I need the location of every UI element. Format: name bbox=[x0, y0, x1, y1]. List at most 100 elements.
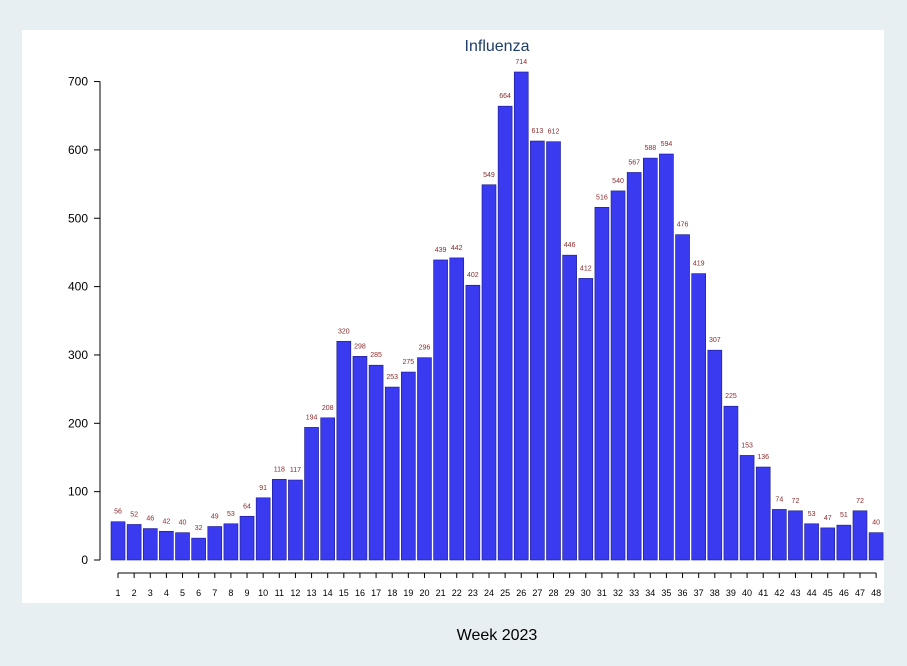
bar-week-17 bbox=[368, 364, 384, 561]
x-axis: 1 2 3 4 5 6 7 8 9 10 11 12 13 14 15 16 17 18 19 20 21 22 23 24 2… bbox=[115, 572, 881, 598]
x-tick-label: 6 bbox=[196, 588, 201, 598]
data-label: 664 bbox=[499, 93, 511, 100]
data-label: 285 bbox=[370, 352, 382, 359]
bar-week-9 bbox=[239, 515, 255, 561]
bar-week-45 bbox=[820, 527, 836, 561]
x-tick-label: 31 bbox=[597, 588, 607, 598]
bar-week-25 bbox=[497, 105, 513, 561]
bar-week-22 bbox=[449, 257, 465, 561]
bar-week-13 bbox=[304, 427, 319, 561]
data-label: 49 bbox=[211, 514, 219, 521]
data-label: 588 bbox=[644, 145, 656, 152]
chart-title: Influenza bbox=[465, 38, 530, 55]
x-tick-label: 38 bbox=[710, 588, 720, 598]
bar-week-18 bbox=[384, 386, 400, 561]
x-tick-label: 13 bbox=[307, 588, 317, 598]
bar-week-43 bbox=[788, 510, 803, 561]
x-tick-label: 12 bbox=[290, 588, 300, 598]
x-tick-label: 21 bbox=[436, 588, 446, 598]
y-tick-label: 400 bbox=[68, 280, 88, 294]
data-label: 714 bbox=[515, 59, 527, 66]
y-tick-label: 0 bbox=[81, 553, 88, 567]
bar-week-26 bbox=[513, 71, 529, 561]
x-tick-label: 26 bbox=[516, 588, 526, 598]
x-tick-label: 5 bbox=[180, 588, 185, 598]
data-label: 446 bbox=[564, 242, 576, 249]
bar-week-36 bbox=[675, 234, 690, 561]
x-tick-label: 46 bbox=[839, 588, 849, 598]
x-tick-label: 16 bbox=[355, 588, 365, 598]
bar-week-19 bbox=[401, 371, 416, 561]
data-label: 412 bbox=[580, 265, 592, 272]
x-tick-label: 39 bbox=[726, 588, 736, 598]
x-tick-label: 24 bbox=[484, 588, 494, 598]
data-label: 594 bbox=[661, 141, 673, 148]
bar-week-15 bbox=[336, 340, 352, 561]
data-label: 253 bbox=[386, 374, 398, 381]
x-tick-label: 30 bbox=[581, 588, 591, 598]
data-label: 402 bbox=[467, 272, 479, 279]
data-label: 52 bbox=[130, 511, 138, 518]
bar-week-8 bbox=[223, 523, 239, 561]
data-label: 442 bbox=[451, 245, 463, 252]
x-tick-label: 20 bbox=[419, 588, 429, 598]
x-tick-label: 7 bbox=[212, 588, 217, 598]
y-tick-label: 200 bbox=[68, 416, 88, 430]
bar-week-46 bbox=[836, 524, 852, 561]
bar-week-40 bbox=[739, 455, 755, 561]
bar-week-33 bbox=[626, 172, 642, 561]
x-tick-label: 10 bbox=[258, 588, 268, 598]
bar-week-30 bbox=[578, 278, 594, 561]
x-tick-label: 41 bbox=[758, 588, 768, 598]
data-label: 72 bbox=[856, 498, 864, 505]
bar-week-21 bbox=[433, 259, 448, 561]
x-tick-label: 2 bbox=[132, 588, 137, 598]
x-tick-label: 22 bbox=[452, 588, 462, 598]
data-label: 540 bbox=[612, 178, 624, 185]
bar-week-47 bbox=[852, 510, 868, 561]
data-label: 225 bbox=[725, 393, 737, 400]
x-tick-label: 4 bbox=[164, 588, 169, 598]
bar-week-14 bbox=[320, 417, 335, 561]
x-axis-label: Week 2023 bbox=[457, 627, 538, 644]
data-label: 136 bbox=[757, 454, 769, 461]
bar-week-39 bbox=[723, 405, 739, 561]
bar-week-20 bbox=[417, 357, 432, 561]
y-axis: 0 100 200 300 400 500 600 700 bbox=[68, 75, 101, 567]
data-label: 51 bbox=[840, 512, 848, 519]
bar-week-12 bbox=[288, 479, 303, 561]
data-label: 516 bbox=[596, 194, 608, 201]
data-label: 476 bbox=[677, 222, 689, 229]
data-label: 307 bbox=[709, 337, 721, 344]
x-tick-label: 15 bbox=[339, 588, 349, 598]
x-tick-label: 28 bbox=[549, 588, 559, 598]
x-tick-label: 48 bbox=[871, 588, 881, 598]
x-tick-label: 8 bbox=[228, 588, 233, 598]
x-tick-label: 9 bbox=[245, 588, 250, 598]
bar-week-35 bbox=[659, 153, 674, 561]
x-tick-label: 11 bbox=[275, 588, 284, 598]
x-tick-label: 42 bbox=[774, 588, 784, 598]
bar-week-10 bbox=[255, 497, 271, 561]
bar-week-3 bbox=[142, 528, 158, 561]
bar-week-37 bbox=[691, 273, 706, 561]
data-label: 439 bbox=[435, 247, 447, 254]
x-tick-label: 29 bbox=[565, 588, 575, 598]
x-tick-label: 18 bbox=[387, 588, 397, 598]
data-label: 613 bbox=[532, 128, 544, 135]
data-label: 64 bbox=[243, 503, 251, 510]
x-tick-label: 34 bbox=[645, 588, 655, 598]
data-label: 32 bbox=[195, 525, 203, 532]
bar-week-38 bbox=[707, 349, 723, 561]
x-tick-label: 47 bbox=[855, 588, 865, 598]
x-tick-label: 1 bbox=[115, 588, 120, 598]
data-label: 56 bbox=[114, 509, 122, 516]
data-label: 153 bbox=[741, 442, 753, 449]
x-tick-label: 35 bbox=[661, 588, 671, 598]
data-label: 74 bbox=[775, 496, 783, 503]
bar-week-28 bbox=[546, 141, 561, 561]
x-tick-label: 37 bbox=[694, 588, 704, 598]
y-tick-label: 600 bbox=[68, 143, 88, 157]
bar-week-5 bbox=[175, 532, 190, 561]
